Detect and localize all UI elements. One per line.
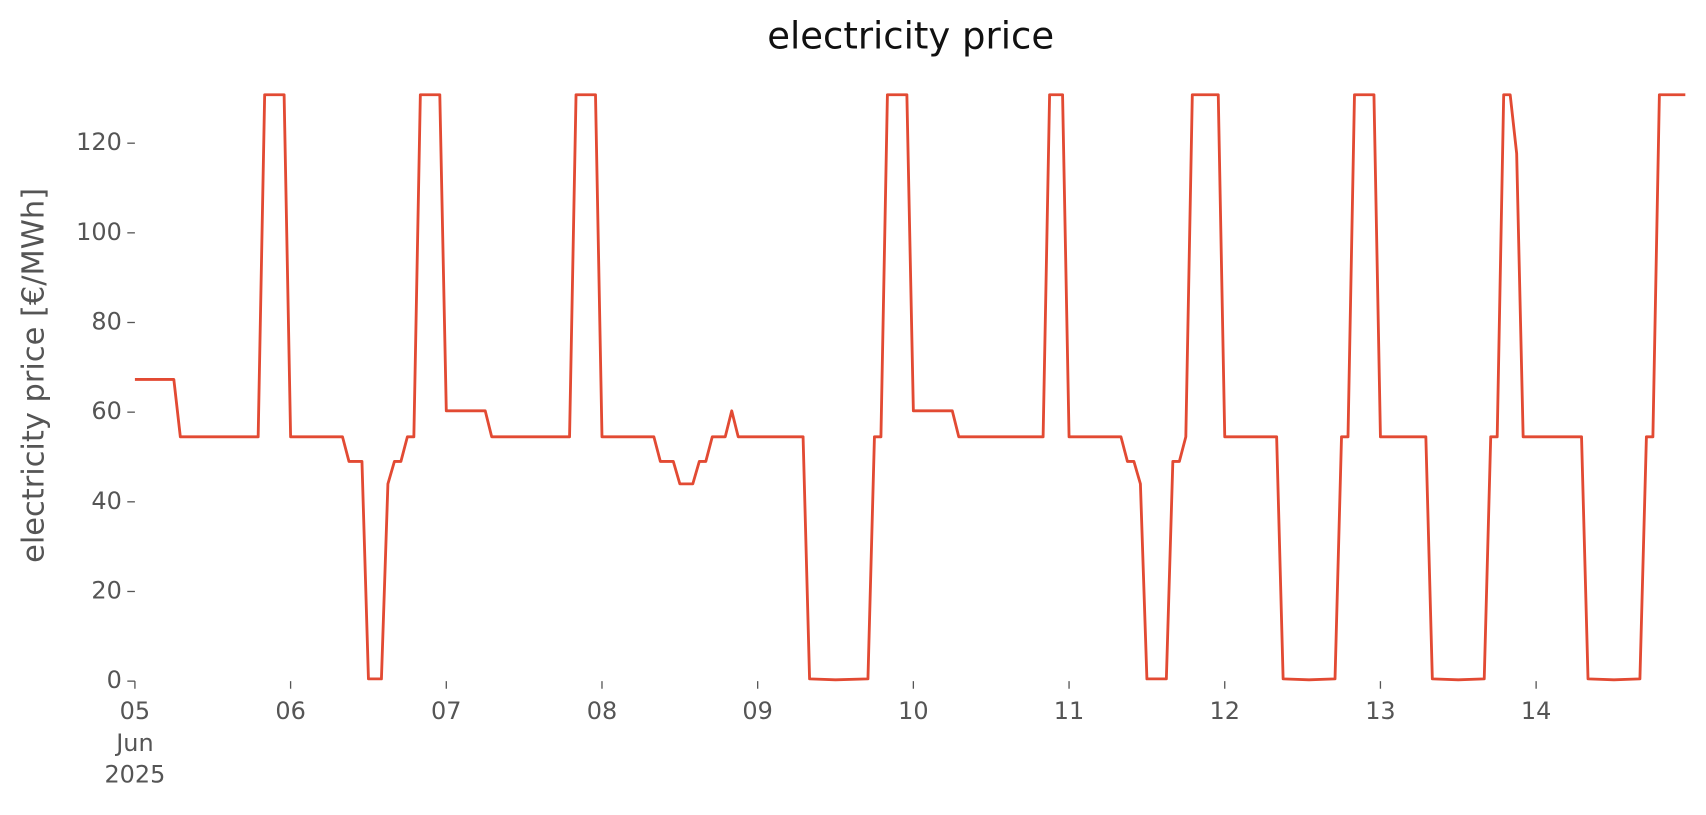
x-tick-label: 13 — [1365, 698, 1396, 726]
price-line — [134, 93, 1686, 682]
x-tick-label: 09 — [742, 698, 773, 726]
x-tick-label-box: 12 — [1209, 698, 1240, 726]
y-tick-label: 100 — [76, 218, 122, 246]
x-tick-label-box: 08 — [586, 698, 618, 726]
y-axis-label: electricity price [€/MWh] — [16, 188, 51, 563]
x-tick-label: 05 Jun 2025 — [104, 698, 166, 789]
x-tick-label-box: 05 Jun 2025 — [104, 698, 166, 789]
x-tick-label-box: 13 — [1365, 698, 1396, 726]
y-tick-label: 40 — [91, 487, 121, 515]
y-tick-label: 0 — [107, 666, 122, 694]
x-tick-label: 07 — [431, 698, 462, 726]
x-tick-label-box: 11 — [1053, 698, 1085, 726]
chart-title: electricity price — [767, 15, 1054, 58]
x-tick-label: 06 — [275, 698, 306, 726]
x-tick-label: 14 — [1520, 698, 1552, 726]
y-tick-label: 120 — [76, 128, 122, 156]
x-tick-label: 12 — [1209, 698, 1240, 726]
x-tick-label: 11 — [1053, 698, 1085, 726]
x-tick-label-box: 09 — [742, 698, 773, 726]
y-tick-label: 80 — [91, 308, 121, 336]
y-tick-label: 60 — [91, 397, 121, 425]
x-tick-label: 08 — [586, 698, 618, 726]
x-tick-label: 10 — [898, 698, 929, 726]
x-tick-label-box: 07 — [431, 698, 462, 726]
y-tick-label: 20 — [91, 576, 121, 604]
x-tick-label-box: 14 — [1520, 698, 1552, 726]
x-tick-label-box: 06 — [275, 698, 306, 726]
x-tick-label-box: 10 — [898, 698, 929, 726]
